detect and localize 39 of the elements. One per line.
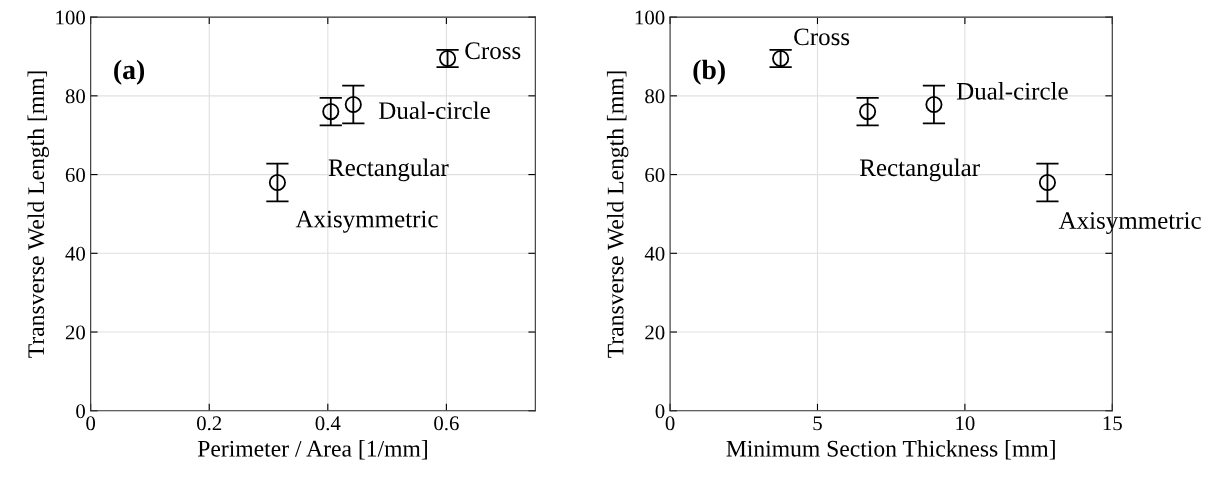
y-axis-title: Transverse Weld Length [mm] xyxy=(606,71,629,358)
point xyxy=(859,103,877,121)
x-tick-label: 0.6 xyxy=(434,416,459,431)
point xyxy=(925,95,943,114)
point xyxy=(268,173,286,191)
annotation: Cross xyxy=(794,28,850,46)
y-tick-label: 20 xyxy=(645,325,665,340)
point xyxy=(1038,173,1056,191)
annotation: Axisymmetric xyxy=(295,210,438,233)
annotation: Dual-circle xyxy=(956,82,1068,100)
y-tick-label: 0 xyxy=(655,404,665,419)
y-tick-label: 40 xyxy=(65,246,85,261)
annotation: Rectangular xyxy=(859,158,980,182)
x-axis-title: Minimum Section Thickness [mm] xyxy=(726,440,1055,460)
x-axis-title: Perimeter / Area [1/mm] xyxy=(197,440,427,460)
x-tick-label: 10 xyxy=(956,416,975,431)
x-tick-label: 0.2 xyxy=(197,416,222,431)
y-tick-label: 0 xyxy=(76,404,85,419)
y-tick-label: 40 xyxy=(644,246,665,261)
y-tick-label: 80 xyxy=(65,89,85,104)
x-tick-label: 0.4 xyxy=(315,416,341,431)
y-axis-title: Transverse Weld Length [mm] xyxy=(27,71,49,358)
text: (b) xyxy=(693,59,725,85)
annotation: Rectangular xyxy=(328,158,449,182)
annotation: Cross xyxy=(465,42,521,60)
annotation: Dual-circle xyxy=(379,101,490,120)
y-tick-label: 20 xyxy=(65,325,85,340)
point xyxy=(344,95,362,114)
y-tick-label: 100 xyxy=(635,10,665,25)
y-tick-label: 100 xyxy=(56,10,85,25)
y-tick-label: 60 xyxy=(65,167,85,183)
y-tick-label: 80 xyxy=(645,89,665,104)
x-tick-label: 0 xyxy=(86,416,96,431)
point xyxy=(322,103,340,121)
x-tick-label: 0 xyxy=(665,416,675,431)
x-tick-label: 15 xyxy=(1103,416,1122,431)
y-tick-label: 60 xyxy=(645,167,665,183)
text: (a) xyxy=(114,59,145,85)
x-tick-label: 5 xyxy=(813,416,822,431)
